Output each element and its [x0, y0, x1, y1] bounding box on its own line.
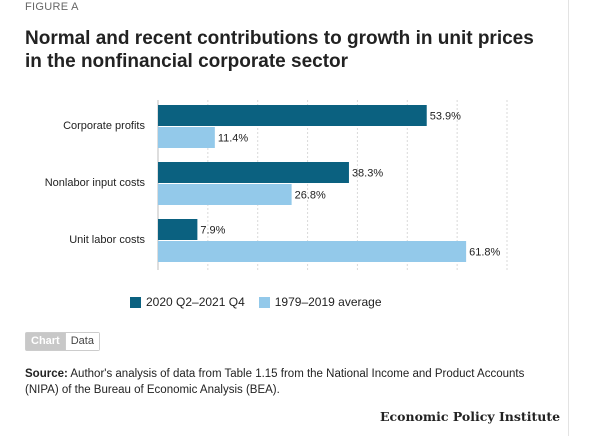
legend-swatch-recent: [130, 296, 141, 308]
chart-tab-button[interactable]: Chart: [26, 333, 65, 350]
brand-logo-text: Economic Policy Institute: [380, 409, 561, 424]
legend-label-recent: 2020 Q2–2021 Q4: [146, 295, 245, 309]
legend-label-average: 1979–2019 average: [274, 295, 382, 309]
category-label: Unit labor costs: [69, 234, 145, 246]
data-label: 26.8%: [295, 190, 326, 202]
bar-recent[interactable]: [158, 105, 427, 126]
bar-recent[interactable]: [158, 162, 349, 183]
data-label: 38.3%: [352, 168, 383, 180]
bar-average[interactable]: [158, 241, 467, 262]
data-label: 11.4%: [218, 133, 249, 145]
legend: 2020 Q2–2021 Q4 1979–2019 average: [130, 295, 396, 309]
legend-swatch-average: [258, 296, 270, 308]
data-label: 7.9%: [200, 225, 225, 237]
bars: Corporate profits 53.9% 11.4% Nonlabor inpu…: [45, 105, 501, 262]
data-label: 61.8%: [469, 247, 500, 259]
source-text: Author's analysis of data from Table 1.1…: [25, 368, 525, 396]
gridlines: [207, 100, 508, 270]
legend-item-average: 1979–2019 average: [258, 295, 382, 309]
bar-average[interactable]: [158, 184, 292, 205]
category-label: Corporate profits: [63, 120, 145, 132]
source-note: Source: Author's analysis of data from T…: [25, 366, 545, 398]
bar-chart: Corporate profits 53.9% 11.4% Nonlabor inpu…: [45, 100, 508, 270]
source-label: Source:: [25, 368, 68, 380]
bar-recent[interactable]: [158, 219, 198, 240]
figure-label: FIGURE A: [25, 1, 79, 13]
legend-item-recent: 2020 Q2–2021 Q4: [130, 295, 245, 309]
bar-average[interactable]: [158, 127, 215, 148]
panel-border: [568, 0, 569, 436]
data-tab-button[interactable]: Data: [64, 333, 99, 350]
chart-title: Normal and recent contributions to growt…: [25, 28, 534, 72]
data-label: 53.9%: [430, 111, 461, 123]
category-label: Nonlabor input costs: [45, 177, 146, 189]
view-toggle: Chart Data: [25, 332, 100, 351]
